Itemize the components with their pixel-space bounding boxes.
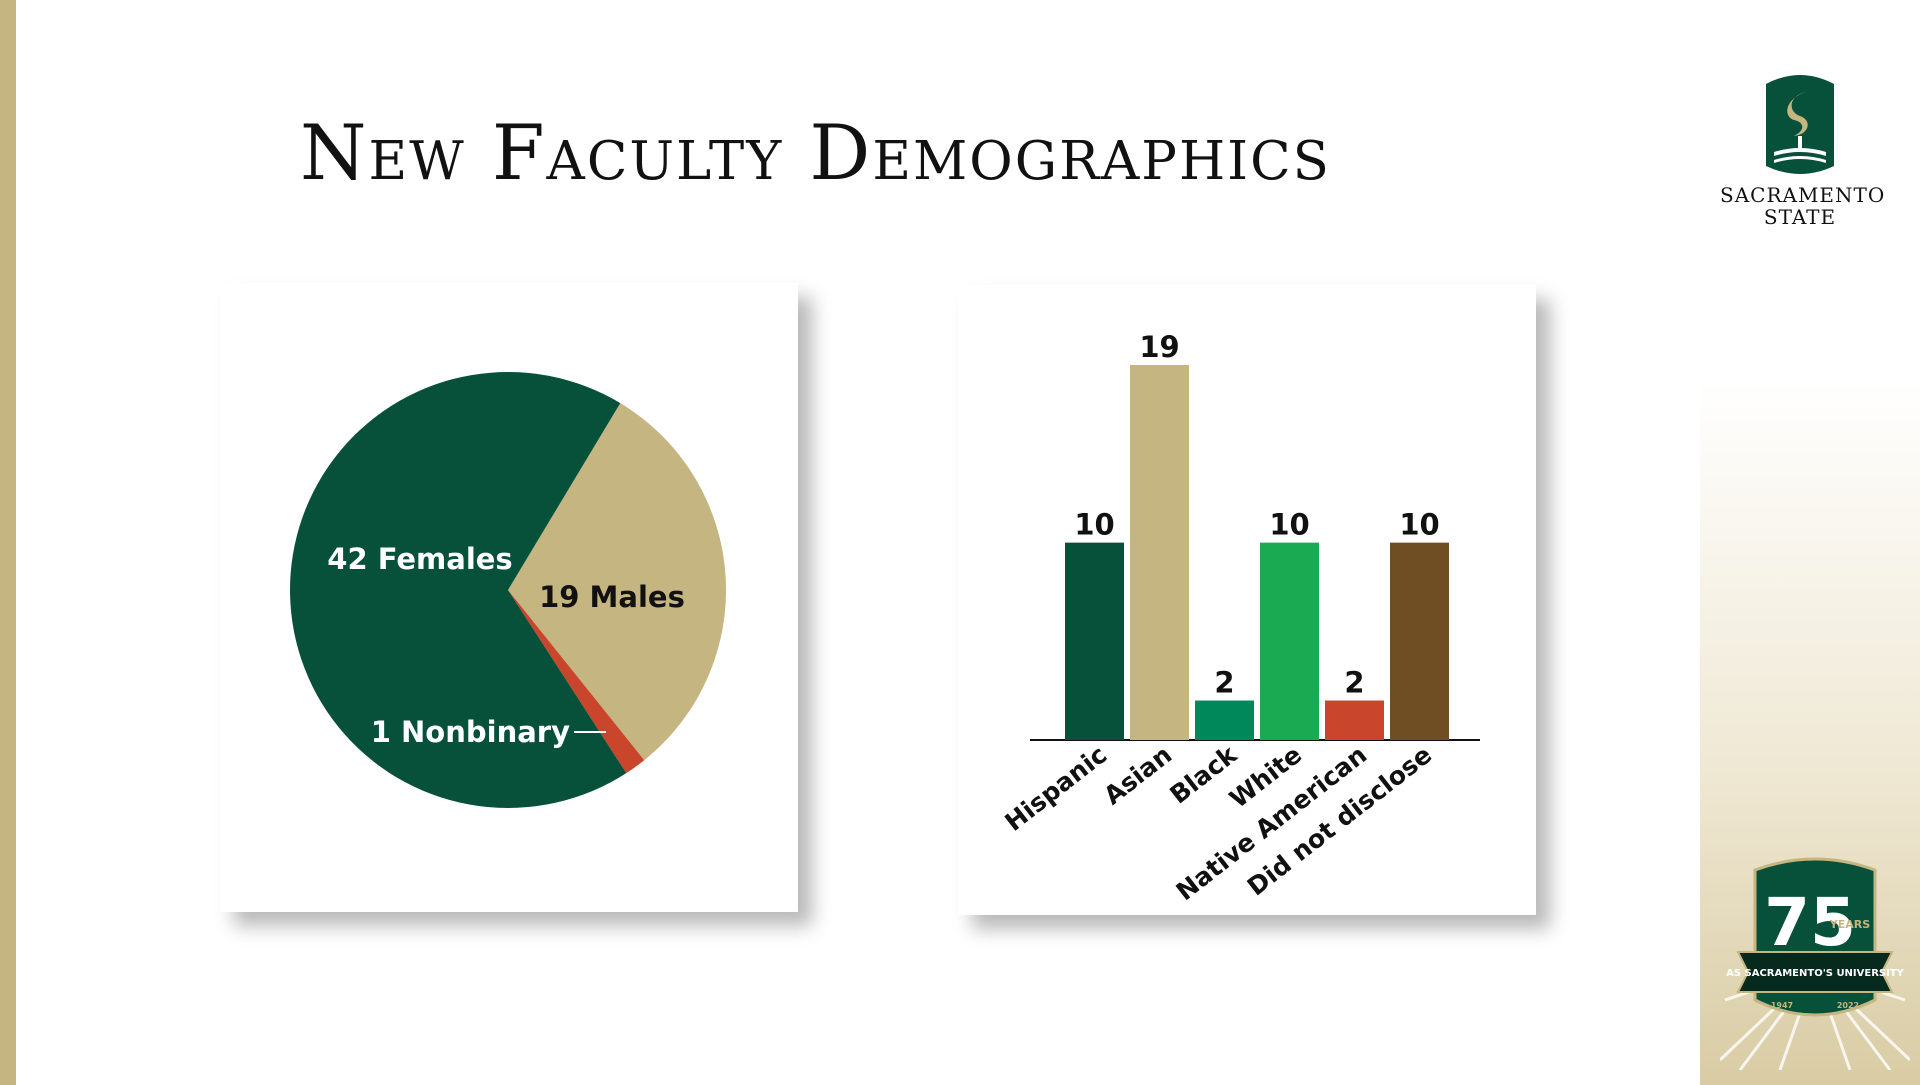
bar-value-label: 10: [1269, 508, 1309, 542]
ethnicity-bar-card: 10 Hispanic 19 Asian 2 Black 10 White 2 Native Am…: [958, 285, 1536, 915]
bar-value-label: 2: [1214, 666, 1234, 700]
pie-slice-label: 19 Males: [539, 580, 685, 614]
badge-banner: AS SACRAMENTO'S UNIVERSITY: [1726, 968, 1905, 979]
badge-years: YEARS: [1829, 918, 1870, 931]
gender-pie-chart: 42 Females 19 Males 1 Nonbinary: [289, 372, 726, 808]
badge-number: 75: [1764, 884, 1856, 961]
left-accent-bar: [0, 0, 16, 1085]
anniversary-badge: 75 YEARS AS SACRAMENTO'S UNIVERSITY 1947…: [1718, 850, 1912, 1071]
gender-pie-card: 42 Females 19 Males 1 Nonbinary: [220, 283, 798, 912]
slide-title: New Faculty Demographics: [300, 108, 1331, 197]
bar: [1390, 542, 1449, 740]
pie-slice-label: 42 Females: [327, 542, 512, 576]
badge-start-year: 1947: [1771, 1001, 1793, 1010]
pie-slice-label: 1 Nonbinary: [371, 715, 570, 749]
category-label: Hispanic: [1000, 740, 1113, 837]
bar: [1130, 365, 1189, 740]
bar: [1195, 700, 1254, 740]
logo-shield-icon: [1766, 75, 1834, 174]
bar-value-label: 2: [1344, 666, 1364, 700]
badge-end-year: 2022: [1837, 1001, 1859, 1010]
bar-value-label: 19: [1139, 330, 1179, 364]
sacramento-state-logo: SACRAMENTO STATE: [1720, 70, 1886, 240]
logo-line-1: SACRAMENTO: [1720, 183, 1886, 207]
bar: [1065, 542, 1124, 740]
bar-value-label: 10: [1074, 508, 1114, 542]
pie-slice: [508, 590, 645, 774]
bar: [1260, 542, 1319, 740]
pie-slice: [508, 403, 726, 761]
bar-value-label: 10: [1399, 508, 1439, 542]
category-label: Asian: [1098, 740, 1177, 811]
bar: [1325, 700, 1384, 740]
logo-line-2: STATE: [1763, 205, 1837, 229]
pie-slice: [289, 372, 627, 808]
